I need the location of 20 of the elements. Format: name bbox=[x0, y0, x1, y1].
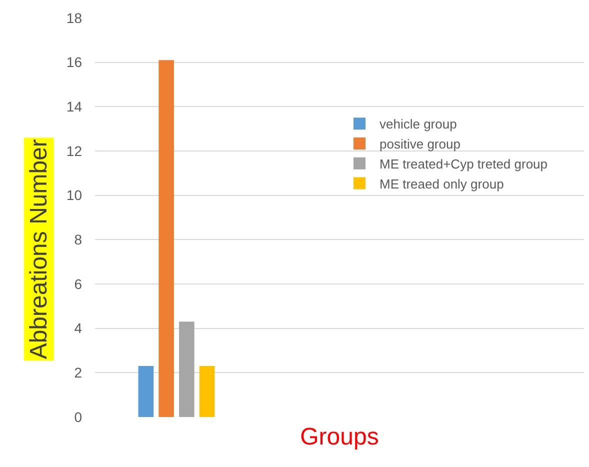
bar bbox=[138, 366, 154, 417]
bar bbox=[199, 366, 215, 417]
y-tick-label: 0 bbox=[74, 408, 82, 425]
legend-label: positive group bbox=[380, 136, 460, 152]
y-tick-label: 8 bbox=[74, 232, 82, 248]
y-tick-label: 2 bbox=[74, 364, 82, 381]
y-tick-label: 10 bbox=[66, 187, 82, 204]
y-tick-label: 6 bbox=[74, 276, 82, 292]
y-tick-label: 14 bbox=[66, 98, 82, 115]
legend-label: ME treaed only group bbox=[380, 176, 504, 192]
y-axis-title: Abbreations Number bbox=[25, 139, 52, 360]
x-axis-title: Groups bbox=[300, 423, 379, 450]
y-tick-label: 18 bbox=[66, 10, 82, 26]
y-tick-label: 4 bbox=[74, 320, 82, 336]
y-tick-label: 12 bbox=[66, 142, 82, 159]
bar bbox=[179, 322, 194, 417]
y-tick-label: 16 bbox=[66, 54, 82, 70]
legend-label: vehicle group bbox=[380, 116, 457, 132]
bar bbox=[158, 60, 174, 417]
legend-label: ME treated+Cyp treted group bbox=[380, 156, 548, 172]
